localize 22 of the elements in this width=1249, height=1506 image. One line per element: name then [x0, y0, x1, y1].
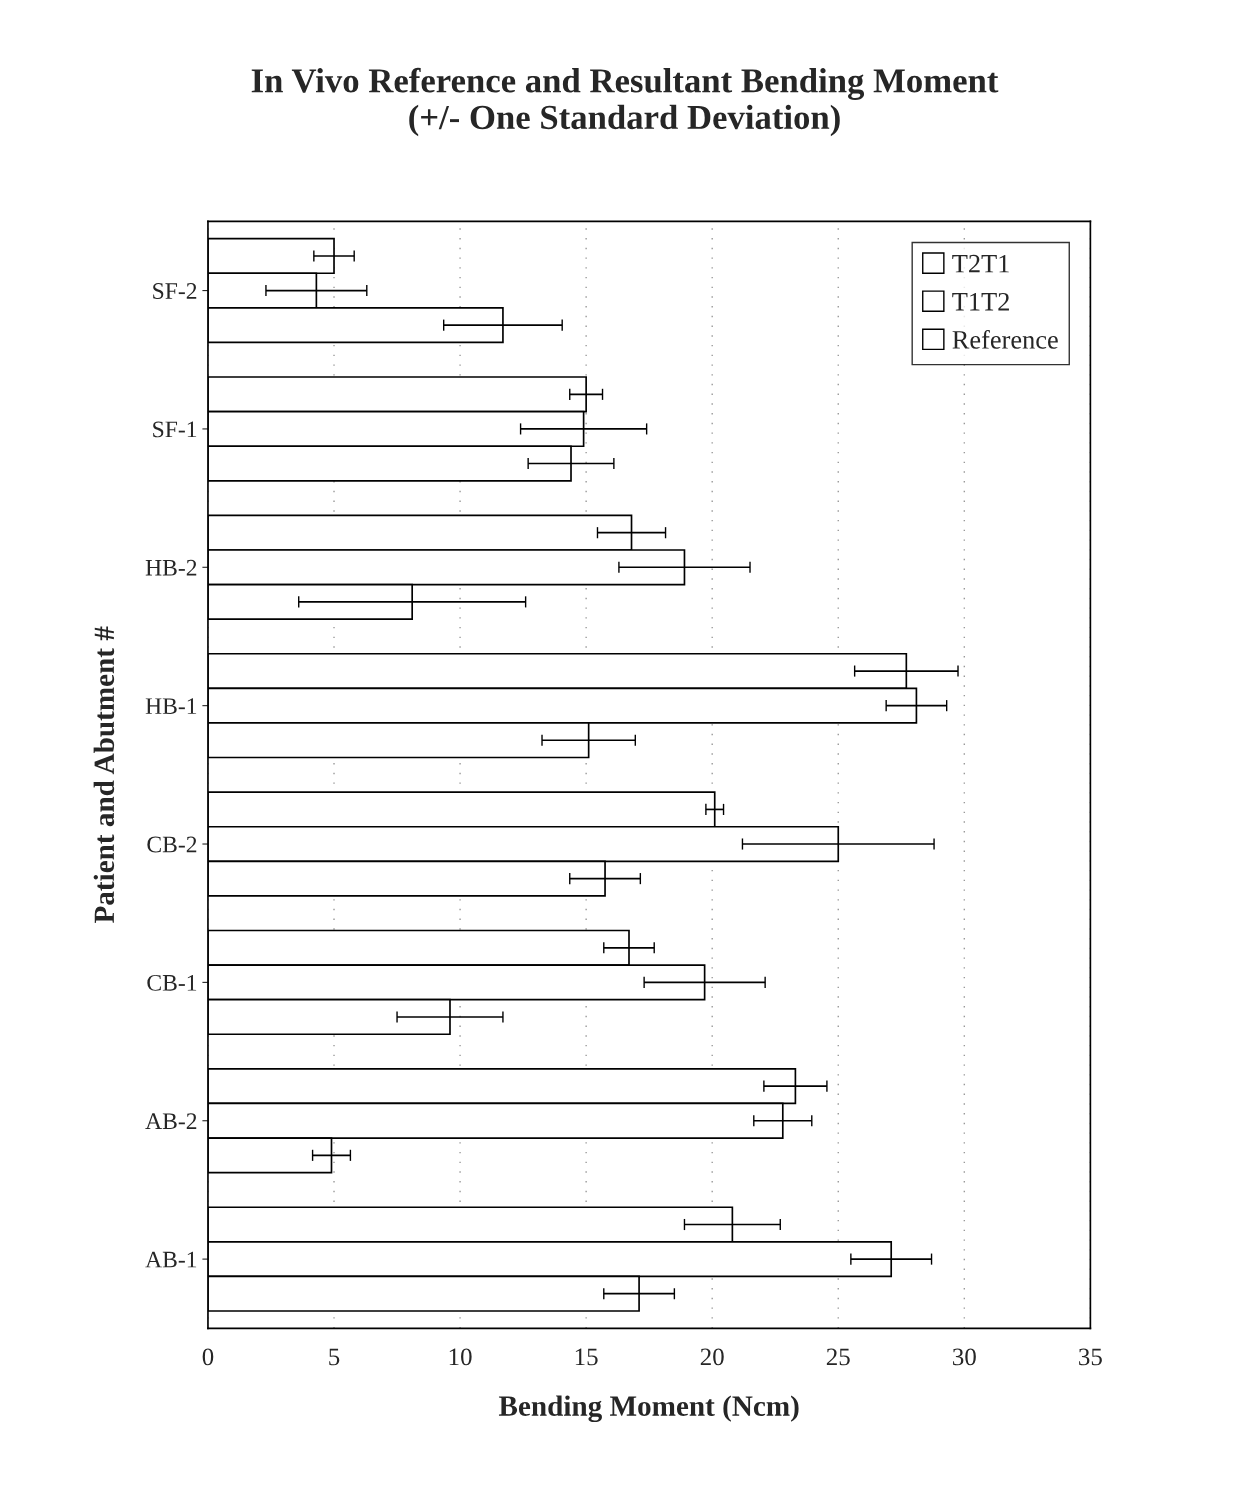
x-tick-label: 10	[449, 1348, 472, 1366]
legend-label: T2T1	[952, 254, 1009, 273]
y-axis-title: Patient and Abutment #	[93, 626, 115, 924]
chart-title: In Vivo Reference and Resultant Bending Moment (+/- One Standard Deviation)	[251, 67, 999, 137]
y-tick-label: HB-1	[145, 698, 197, 714]
x-axis-title: Bending Moment (Ncm)	[498, 1395, 799, 1423]
y-tick-label: AB-1	[145, 1251, 197, 1268]
x-tick-label: 30	[953, 1348, 976, 1366]
x-tick-label: 5	[329, 1348, 340, 1366]
y-tick-label: SF-1	[153, 421, 197, 438]
x-tick-label: 25	[826, 1348, 850, 1366]
y-tick-label: CB-1	[147, 974, 197, 991]
y-tick-label: SF-2	[153, 283, 197, 299]
y-tick-label: CB-2	[147, 836, 197, 853]
legend-label: T1T2	[952, 292, 1009, 311]
y-tick-label: AB-2	[145, 1113, 197, 1130]
legend-label: Reference	[952, 329, 1058, 349]
y-tick-label: HB-2	[145, 559, 197, 576]
x-tick-label: 0	[202, 1348, 214, 1366]
x-tick-label: 20	[700, 1348, 724, 1366]
x-tick-label: 15	[575, 1348, 598, 1366]
x-tick-label: 35	[1079, 1348, 1102, 1366]
